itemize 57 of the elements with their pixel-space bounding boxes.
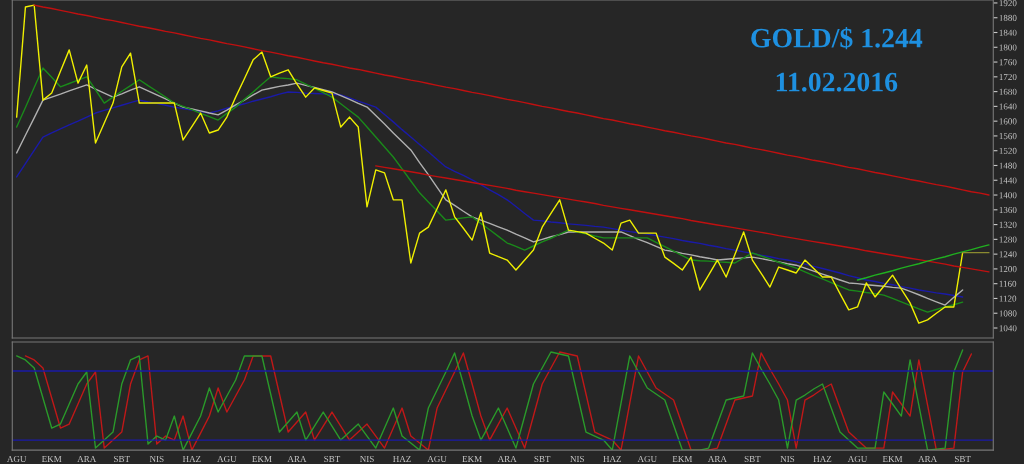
x-tick-label: HAZ bbox=[182, 455, 201, 462]
x-tick-label: ARA bbox=[918, 455, 938, 462]
y-tick-label: 1360 bbox=[999, 206, 1017, 214]
x-tick-label: SBT bbox=[744, 455, 761, 462]
y-tick-label: 1440 bbox=[999, 177, 1017, 184]
x-tick-label: AGU bbox=[6, 455, 27, 462]
x-tick-label: EKM bbox=[252, 455, 272, 462]
y-tick-label: 1480 bbox=[999, 162, 1017, 169]
y-tick-label: 1040 bbox=[999, 325, 1017, 332]
y-tick-label: 1720 bbox=[999, 73, 1017, 81]
x-tick-label: HAZ bbox=[393, 455, 411, 462]
x-tick-label: SBT bbox=[324, 455, 341, 462]
y-tick-label: 1080 bbox=[999, 310, 1017, 317]
x-tick-label: EKM bbox=[462, 455, 482, 462]
y-tick-label: 1200 bbox=[999, 266, 1017, 273]
x-tick-label: AGU bbox=[847, 455, 868, 462]
y-tick-label: 1800 bbox=[999, 44, 1017, 51]
line-series bbox=[15, 4, 964, 324]
x-tick-label: NIS bbox=[149, 455, 164, 462]
x-tick-label: ARA bbox=[77, 455, 97, 462]
y-tick-label: 1120 bbox=[999, 295, 1017, 302]
x-tick-label: ARA bbox=[287, 455, 307, 462]
y-tick-label: 1240 bbox=[999, 251, 1017, 258]
y-tick-label: 1320 bbox=[999, 221, 1017, 228]
y-tick-label: 1920 bbox=[999, 0, 1017, 7]
y-tick-label: 1680 bbox=[999, 88, 1017, 95]
x-tick-label: ARA bbox=[707, 455, 727, 462]
x-tick-label: NIS bbox=[780, 455, 795, 462]
x-tick-label: AGU bbox=[427, 455, 447, 462]
x-tick-label: SBT bbox=[534, 455, 551, 462]
x-tick-label: AGU bbox=[217, 455, 237, 462]
x-tick-label: EKM bbox=[41, 455, 62, 462]
line-series bbox=[856, 244, 990, 281]
y-tick-label: 1760 bbox=[999, 59, 1017, 66]
x-tick-label: EKM bbox=[672, 455, 693, 462]
line-series bbox=[33, 4, 990, 196]
x-tick-label: NIS bbox=[360, 455, 374, 462]
x-tick-label: SBT bbox=[954, 455, 971, 462]
line-series bbox=[375, 165, 990, 273]
x-tick-label: NIS bbox=[570, 455, 584, 462]
y-tick-label: 1400 bbox=[999, 192, 1017, 199]
x-tick-label: EKM bbox=[882, 455, 903, 462]
x-tick-label: HAZ bbox=[603, 455, 622, 462]
x-tick-label: SBT bbox=[114, 455, 130, 462]
x-tick-label: AGU bbox=[637, 455, 657, 462]
y-tick-label: 1600 bbox=[999, 118, 1017, 125]
y-tick-label: 1640 bbox=[999, 103, 1017, 110]
y-tick-label: 1560 bbox=[999, 133, 1017, 140]
y-tick-label: 1520 bbox=[999, 147, 1017, 154]
x-tick-label: ARA bbox=[497, 455, 517, 462]
y-tick-label: 1880 bbox=[999, 14, 1017, 21]
y-tick-label: 1840 bbox=[999, 29, 1017, 36]
y-tick-label: 1280 bbox=[999, 236, 1017, 243]
y-tick-label: 1160 bbox=[999, 280, 1017, 287]
x-tick-label: HAZ bbox=[813, 455, 832, 462]
text: 11.02.2016 bbox=[776, 72, 898, 92]
text: GOLD/$ 1.244 bbox=[751, 27, 923, 50]
